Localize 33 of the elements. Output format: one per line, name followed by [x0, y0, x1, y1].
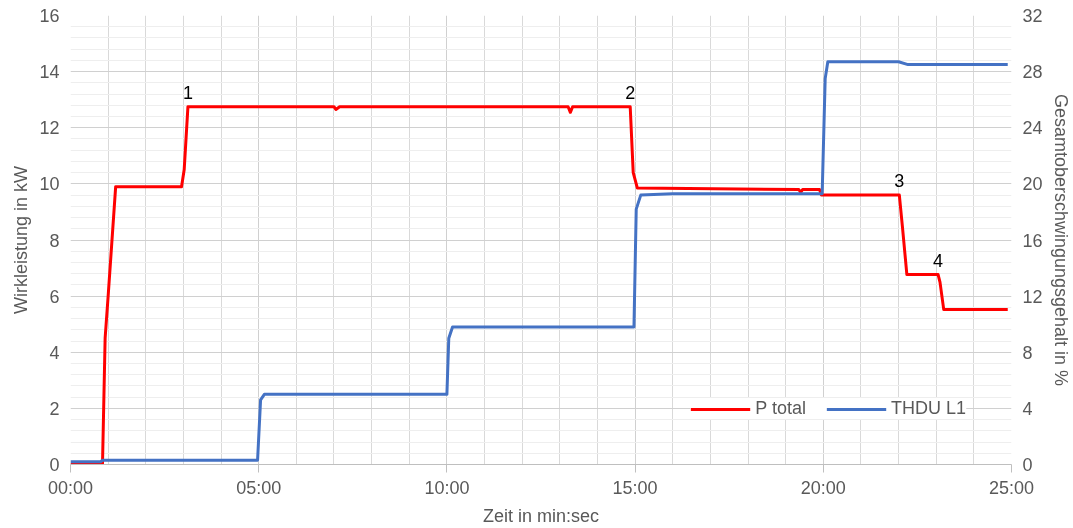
annotation: 4: [933, 250, 944, 271]
x-tick-label: 15:00: [612, 477, 658, 498]
legend-label: P total: [755, 398, 806, 419]
y2-tick-label: 32: [1022, 6, 1043, 26]
y-tick-label: 8: [49, 230, 60, 251]
x-tick-label: 00:00: [47, 477, 94, 498]
x-tick-label: 25:00: [988, 477, 1035, 498]
annotation: 3: [894, 171, 905, 192]
annotation: 1: [182, 82, 193, 103]
x-tick-label: 10:00: [424, 477, 470, 498]
y2-tick-label: 4: [1022, 398, 1033, 419]
y-tick-label: 14: [39, 62, 60, 83]
y-axis-title: Wirkleistung in kW: [11, 165, 32, 315]
y-tick-label: 16: [39, 6, 60, 26]
x-axis-title: Zeit in min:sec: [482, 505, 600, 526]
y2-tick-label: 24: [1022, 118, 1043, 139]
y-tick-label: 12: [39, 118, 60, 139]
x-tick-label: 20:00: [800, 477, 846, 498]
y2-tick-label: 0: [1022, 455, 1033, 475]
legend-label: THDU L1: [890, 398, 966, 419]
y2-tick-label: 12: [1022, 286, 1043, 307]
y2-tick-label: 16: [1022, 230, 1043, 251]
y2-tick-label: 28: [1022, 62, 1043, 83]
y2-tick-label: 8: [1022, 342, 1033, 363]
y2-tick-label: 20: [1022, 174, 1043, 195]
x-tick-label: 05:00: [236, 477, 282, 498]
y-tick-label: 2: [49, 398, 60, 419]
y-tick-label: 4: [49, 342, 60, 363]
y-tick-label: 0: [49, 455, 60, 475]
y-tick-label: 10: [39, 174, 60, 195]
annotation: 2: [625, 82, 636, 103]
y2-axis-title: Gesamtoberschwingungsgehalt in %: [1050, 93, 1071, 387]
y-tick-label: 6: [49, 286, 60, 307]
